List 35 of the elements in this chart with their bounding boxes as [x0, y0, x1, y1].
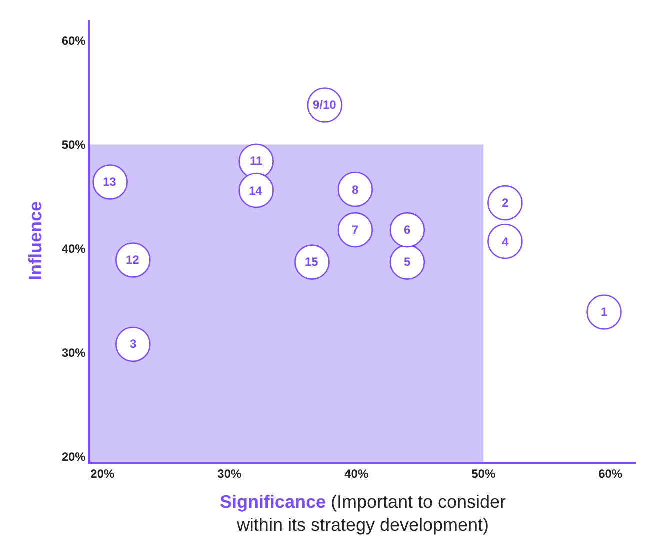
y-tick-label: 30% [62, 346, 86, 360]
point [390, 212, 426, 248]
annotation: 4 [502, 235, 509, 249]
annotation: 9/10 [313, 98, 337, 112]
point [92, 164, 128, 200]
annotation: 12 [126, 253, 140, 267]
annotation: 2 [502, 196, 509, 210]
x-tick-label: 20% [90, 467, 116, 482]
x-axis-title: Significance (Important to consider within its strategy development) [220, 492, 506, 536]
point [390, 244, 426, 280]
point [338, 212, 374, 248]
y-axis-title: Influence [26, 201, 46, 281]
y-tick-label: 20% [62, 450, 86, 464]
point [294, 244, 330, 280]
x-tick-label: 50% [472, 467, 496, 482]
annotation: 6 [404, 223, 411, 237]
x-tick-label: 30% [218, 467, 242, 482]
y-tick-label: 60% [62, 34, 86, 48]
point [116, 326, 151, 362]
y-tick-label: 40% [62, 242, 86, 256]
annotation: 3 [130, 337, 137, 351]
point [238, 172, 274, 208]
x-tick-label: 60% [598, 467, 623, 482]
annotation: 15 [305, 255, 319, 269]
annotation: 5 [404, 255, 411, 269]
point [116, 242, 151, 278]
annotation: 7 [352, 223, 359, 237]
y-tick-label: 50% [62, 138, 86, 152]
annotation: 11 [250, 154, 264, 168]
annotation: 8 [352, 183, 359, 197]
x-tick-label: 40% [344, 467, 369, 482]
annotation: 13 [103, 175, 117, 189]
point [338, 172, 374, 208]
annotation: 14 [249, 184, 263, 198]
annotation: 1 [601, 305, 608, 319]
